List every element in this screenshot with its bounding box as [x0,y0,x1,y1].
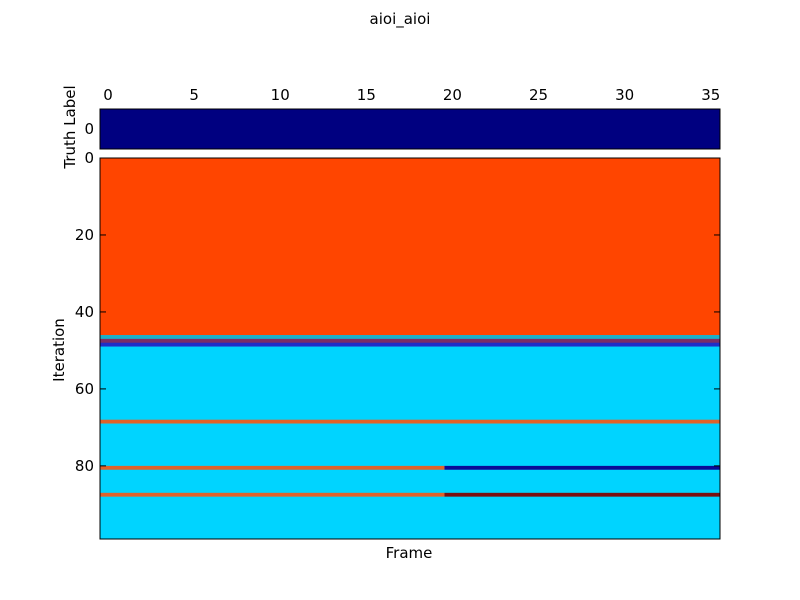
heatmap-cell-9 [100,469,720,494]
main-y-tick-label: 80 [75,457,94,475]
heatmap-cell-7 [100,465,445,471]
heatmap-cell-6 [100,423,720,467]
truth-panel-ylabel: Truth Label [61,85,79,169]
heatmap-cell-4 [100,346,720,420]
heatmap-cell-10 [100,492,445,497]
x-axis-label: Frame [386,544,433,562]
x-tick-label: 10 [271,86,290,104]
heatmap-cell-3 [100,342,720,347]
x-tick-label: 5 [189,86,199,104]
x-tick-label: 15 [357,86,376,104]
x-tick-label: 0 [103,86,113,104]
heatmap-cell-12 [100,496,720,540]
main-panel [99,157,721,540]
heatmap-cell-8 [444,465,720,471]
main-y-tick-label: 40 [75,303,94,321]
main-y-tick-label: 20 [75,226,94,244]
truth-y-tick-label: 0 [84,120,94,138]
heatmap-cell-2 [100,338,720,344]
chart-title: aioi_aioi [370,10,431,29]
x-tick-label: 30 [615,86,634,104]
main-y-tick-label: 0 [84,149,94,167]
heatmap-cell-0 [100,158,720,336]
main-panel-frame [99,157,721,540]
x-tick-label: 25 [529,86,548,104]
x-tick-label: 20 [443,86,462,104]
truth-panel-frame [99,108,721,150]
heatmap-cell-1 [100,335,720,340]
main-y-tick-labels: 0 20 40 60 80 [75,149,720,475]
x-tick-label: 35 [701,86,720,104]
heatmap-cell-11 [444,492,720,497]
heatmap-cell-5 [100,419,720,424]
truth-cell-0 [100,109,720,149]
main-panel-ylabel: Iteration [50,318,68,382]
truth-y-tick-labels: 0 [84,120,94,138]
truth-panel [99,108,721,150]
main-y-tick-label: 60 [75,380,94,398]
